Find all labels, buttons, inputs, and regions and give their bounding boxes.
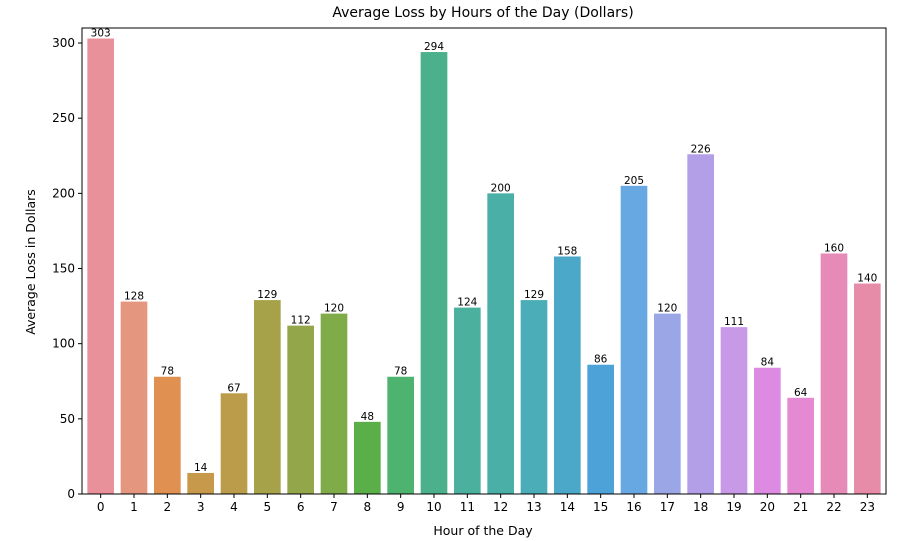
bar-hour-15 (587, 364, 614, 494)
data-label-hour-1: 128 (124, 291, 144, 303)
bar-hour-21 (787, 397, 814, 494)
bar-hour-14 (554, 256, 581, 494)
x-tick-label: 13 (526, 500, 541, 514)
data-label-hour-7: 120 (324, 303, 344, 315)
bar-hour-8 (354, 421, 381, 494)
x-tick-label: 3 (197, 500, 205, 514)
bar-hour-5 (254, 300, 281, 494)
bar-hour-7 (320, 313, 348, 494)
y-tick-label: 50 (60, 412, 75, 426)
x-tick-label: 20 (760, 500, 775, 514)
data-label-hour-6: 112 (291, 315, 311, 327)
x-tick-label: 2 (164, 500, 172, 514)
data-label-hour-12: 200 (491, 182, 511, 194)
bar-hour-11 (454, 307, 481, 494)
data-label-hour-2: 78 (161, 366, 174, 378)
bar-hour-10 (420, 52, 448, 495)
x-tick-label: 5 (264, 500, 272, 514)
x-tick-label: 19 (726, 500, 741, 514)
x-tick-label: 23 (860, 500, 875, 514)
x-tick-label: 21 (793, 500, 808, 514)
y-tick-label: 200 (52, 186, 75, 200)
bar-hour-6 (287, 325, 314, 494)
data-label-hour-16: 205 (624, 175, 644, 187)
data-label-hour-10: 294 (424, 41, 444, 53)
x-tick-label: 22 (826, 500, 841, 514)
x-tick-label: 14 (560, 500, 575, 514)
bar-hour-3 (187, 472, 214, 494)
plot-area: 3030128178214367412951126120748878929410… (52, 28, 881, 514)
plot-frame (81, 27, 887, 495)
bar-hour-18 (687, 154, 714, 494)
x-tick-label: 16 (626, 500, 641, 514)
x-tick-label: 10 (426, 500, 441, 514)
data-label-hour-8: 48 (361, 411, 374, 423)
bar-hour-4 (220, 393, 248, 494)
data-label-hour-4: 67 (227, 382, 240, 394)
x-tick-label: 1 (130, 500, 138, 514)
data-label-hour-5: 129 (257, 289, 277, 301)
data-label-hour-9: 78 (394, 366, 407, 378)
y-tick-label: 100 (52, 337, 75, 351)
y-tick-label: 150 (52, 262, 75, 276)
y-tick-label: 300 (52, 36, 75, 50)
data-label-hour-3: 14 (194, 462, 208, 474)
data-label-hour-0: 303 (91, 28, 111, 40)
data-label-hour-13: 129 (524, 289, 544, 301)
bar-hour-1 (120, 301, 148, 494)
bar-hour-19 (720, 327, 748, 494)
bar-hour-13 (520, 300, 548, 494)
x-tick-label: 12 (493, 500, 508, 514)
y-tick-label: 250 (52, 111, 75, 125)
data-label-hour-19: 111 (724, 316, 744, 328)
bar-hour-12 (487, 193, 514, 494)
x-tick-label: 6 (297, 500, 305, 514)
chart-title: Average Loss by Hours of the Day (Dollar… (332, 5, 633, 21)
data-label-hour-20: 84 (761, 357, 775, 369)
x-tick-label: 7 (330, 500, 338, 514)
bar-hour-23 (854, 283, 881, 494)
x-tick-label: 18 (693, 500, 708, 514)
data-label-hour-11: 124 (457, 297, 477, 309)
data-label-hour-22: 160 (824, 242, 844, 254)
data-label-hour-18: 226 (691, 143, 711, 155)
x-tick-label: 17 (660, 500, 675, 514)
x-tick-label: 4 (230, 500, 238, 514)
bar-hour-9 (387, 376, 414, 494)
data-label-hour-14: 158 (557, 245, 577, 257)
bar-hour-16 (620, 185, 648, 494)
data-label-hour-23: 140 (857, 273, 877, 285)
bar-hour-17 (654, 313, 681, 494)
data-label-hour-17: 120 (657, 303, 677, 315)
y-tick-label: 0 (67, 487, 75, 501)
x-axis-label: Hour of the Day (433, 523, 533, 538)
bar-hour-20 (754, 367, 781, 494)
x-tick-label: 0 (97, 500, 105, 514)
x-tick-label: 15 (593, 500, 608, 514)
y-axis-label: Average Loss in Dollars (23, 189, 38, 335)
bar-hour-2 (154, 376, 181, 494)
x-tick-label: 11 (460, 500, 475, 514)
bar-hour-22 (820, 253, 848, 494)
x-tick-label: 8 (364, 500, 372, 514)
data-label-hour-15: 86 (594, 354, 608, 366)
x-tick-label: 9 (397, 500, 405, 514)
bar-hour-0 (87, 38, 114, 494)
data-label-hour-21: 64 (794, 387, 808, 399)
